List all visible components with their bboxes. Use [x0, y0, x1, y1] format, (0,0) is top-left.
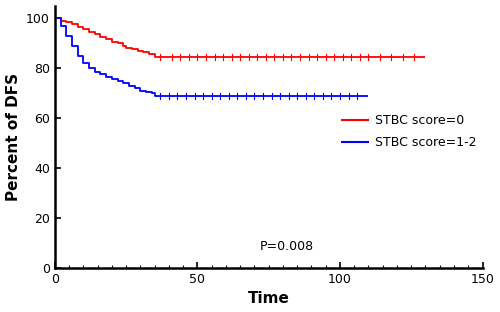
STBC score=0: [80, 27, 86, 31]
Text: P=0.008: P=0.008: [260, 240, 314, 253]
Legend: STBC score=0, STBC score=1-2: STBC score=0, STBC score=1-2: [341, 114, 476, 149]
STBC score=1-2: [152, 94, 158, 97]
Y-axis label: Percent of DFS: Percent of DFS: [6, 73, 20, 201]
STBC score=0: [52, 16, 58, 20]
STBC score=0: [123, 46, 129, 50]
STBC score=1-2: [98, 72, 103, 76]
STBC score=1-2: [126, 84, 132, 87]
STBC score=0: [98, 35, 103, 39]
STBC score=1-2: [58, 24, 64, 27]
Line: STBC score=0: STBC score=0: [55, 18, 426, 57]
STBC score=0: [58, 19, 64, 22]
STBC score=1-2: [126, 84, 132, 87]
STBC score=0: [123, 46, 129, 50]
Line: STBC score=1-2: STBC score=1-2: [55, 18, 368, 95]
STBC score=0: [422, 55, 428, 59]
STBC score=1-2: [80, 61, 86, 65]
STBC score=0: [58, 19, 64, 22]
STBC score=1-2: [52, 16, 58, 20]
STBC score=1-2: [58, 24, 64, 27]
STBC score=0: [152, 55, 158, 59]
X-axis label: Time: Time: [248, 291, 290, 306]
STBC score=1-2: [366, 94, 372, 97]
